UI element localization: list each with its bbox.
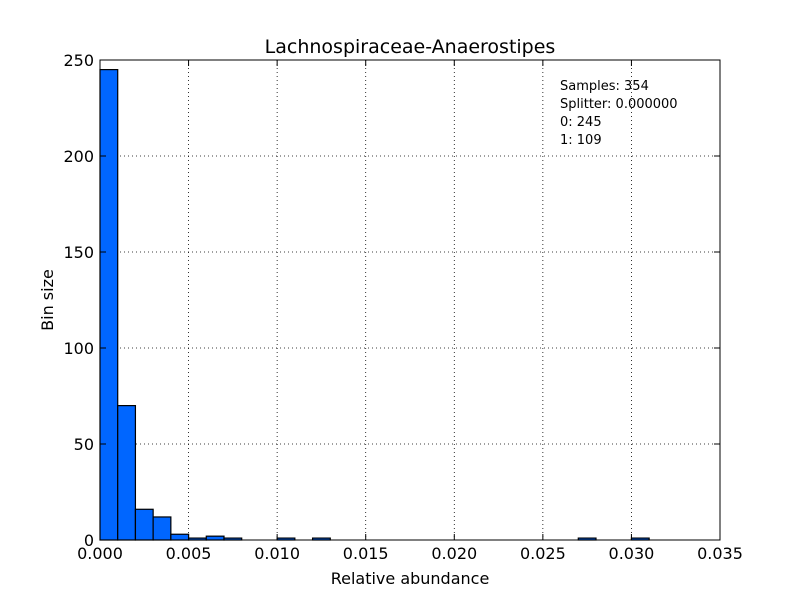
x-tick-label: 0.005 bbox=[166, 544, 212, 563]
chart-title: Lachnospiraceae-Anaerostipes bbox=[265, 36, 556, 58]
histogram-bar bbox=[170, 533, 190, 541]
histogram-bar bbox=[117, 405, 137, 541]
y-tick-label: 250 bbox=[63, 51, 94, 70]
y-tick-label: 200 bbox=[63, 147, 94, 166]
plot-frame bbox=[99, 59, 721, 541]
annotation-count-1: 1: 109 bbox=[560, 133, 602, 148]
histogram-bar bbox=[152, 516, 172, 541]
annotation-samples: Samples: 354 bbox=[560, 79, 649, 94]
y-tick-label: 150 bbox=[63, 243, 94, 262]
annotation-count-0: 0: 245 bbox=[560, 115, 602, 130]
histogram-bar bbox=[134, 508, 154, 541]
plot-area bbox=[100, 60, 720, 540]
stats-annotation: Samples: 354 Splitter: 0.000000 0: 245 1… bbox=[560, 79, 678, 148]
x-axis-label: Relative abundance bbox=[331, 569, 490, 588]
y-axis-label: Bin size bbox=[38, 269, 57, 331]
x-tick-label: 0.035 bbox=[697, 544, 743, 563]
axis-ticks: 0.000 0.005 0.010 0.015 0.020 0.025 0.030 0.035… bbox=[63, 51, 742, 563]
grid-lines bbox=[100, 60, 720, 540]
histogram-bar bbox=[99, 68, 119, 541]
x-tick-label: 0.030 bbox=[609, 544, 655, 563]
x-tick-label: 0.010 bbox=[254, 544, 300, 563]
histogram-bar bbox=[205, 535, 225, 541]
x-tick-label: 0.015 bbox=[343, 544, 389, 563]
y-tick-label: 50 bbox=[74, 435, 94, 454]
x-tick-label: 0.025 bbox=[520, 544, 566, 563]
y-tick-label: 100 bbox=[63, 339, 94, 358]
annotation-splitter: Splitter: 0.000000 bbox=[560, 97, 678, 112]
y-tick-label: 0 bbox=[84, 531, 94, 550]
x-tick-label: 0.020 bbox=[431, 544, 477, 563]
x-tick-label: 0.000 bbox=[77, 544, 123, 563]
